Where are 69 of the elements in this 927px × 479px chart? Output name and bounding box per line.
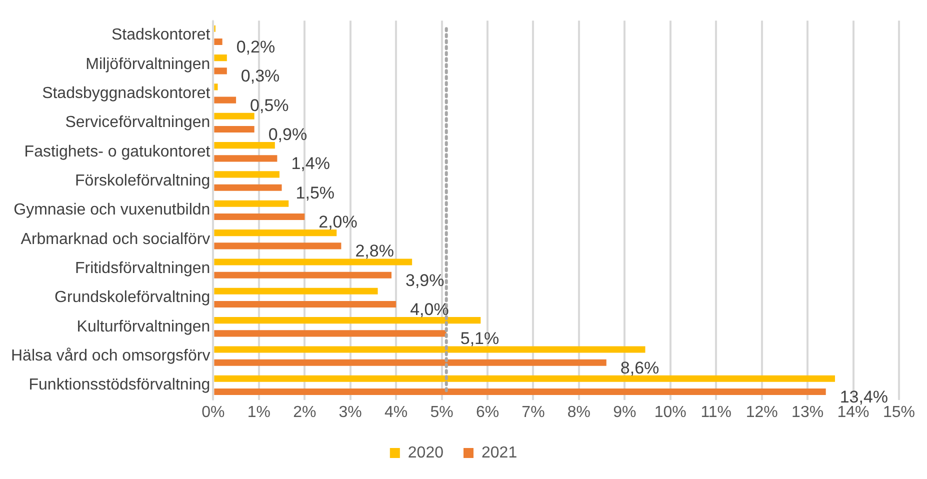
x-tick-label: 2% <box>293 404 316 421</box>
x-tick-label: 12% <box>746 404 778 421</box>
x-tick-label: 14% <box>837 404 870 421</box>
data-label: 13,4% <box>840 387 888 406</box>
y-tick-label: Hälsa vård och omsorgsförv <box>11 347 210 364</box>
y-tick-label: Grundskoleförvaltning <box>54 289 210 306</box>
bar <box>214 171 280 178</box>
y-tick-label: Fritidsförvaltningen <box>75 260 210 277</box>
bar <box>214 230 337 236</box>
bar <box>214 288 378 294</box>
bar <box>214 242 342 250</box>
bar <box>214 359 606 366</box>
bar <box>214 96 236 104</box>
y-tick-label: Fastighets- o gatukontoret <box>24 143 211 160</box>
bar <box>214 346 646 353</box>
bar <box>214 272 392 278</box>
legend-label: 2020 <box>408 444 444 462</box>
bar <box>214 300 396 308</box>
data-label: 2,0% <box>318 212 358 232</box>
bar <box>214 155 278 162</box>
bar <box>214 388 826 396</box>
y-tick-label: Funktionsstödsförvaltning <box>28 376 210 394</box>
data-label: 2,8% <box>355 242 394 261</box>
data-label: 5,1% <box>460 329 500 348</box>
bar <box>214 38 222 46</box>
data-label: 0,5% <box>250 96 289 115</box>
data-label: 1,4% <box>291 154 330 174</box>
x-tick-label: 6% <box>476 404 500 421</box>
bar <box>214 112 254 120</box>
bar <box>214 126 254 133</box>
x-tick-label: 13% <box>792 404 824 421</box>
data-label: 8,6% <box>620 358 660 378</box>
bar <box>214 375 835 382</box>
data-label: 3,9% <box>406 270 444 290</box>
bar <box>214 68 227 74</box>
bar <box>214 258 412 266</box>
y-tick-label: Arbmarknad och socialförv <box>20 230 210 248</box>
x-tick-label: 15% <box>882 404 916 421</box>
data-label: 4,0% <box>410 300 449 319</box>
x-tick-label: 1% <box>247 404 270 421</box>
bar <box>214 184 282 191</box>
legend-label: 2021 <box>482 444 518 462</box>
data-label: 0,9% <box>268 124 308 144</box>
x-tick-label: 3% <box>338 404 362 421</box>
x-tick-label: 10% <box>654 404 686 421</box>
x-tick-label: 5% <box>430 404 454 421</box>
x-tick-label: 4% <box>384 404 408 421</box>
data-label: 0,2% <box>236 37 276 56</box>
bar <box>214 200 289 207</box>
y-tick-label: Serviceförvaltningen <box>65 114 210 132</box>
x-tick-label: 8% <box>567 404 591 421</box>
y-tick-label: Förskoleförvaltning <box>75 172 210 190</box>
bar <box>214 84 218 90</box>
x-tick-label: 7% <box>522 404 545 421</box>
bar <box>214 213 305 220</box>
bar <box>214 142 275 149</box>
x-tick-label: 0% <box>202 404 225 421</box>
y-tick-label: Stadsbyggnadskontoret <box>42 84 211 102</box>
bar <box>214 317 481 324</box>
y-tick-label: Gymnasie och vuxenutbildn <box>14 202 210 219</box>
y-tick-label: Stadskontoret <box>111 26 211 44</box>
bar <box>214 54 227 62</box>
data-label: 1,5% <box>296 183 335 202</box>
data-label: 0,3% <box>240 66 280 86</box>
bar <box>214 330 446 337</box>
x-tick-label: 11% <box>700 404 732 421</box>
y-tick-label: Kulturförvaltningen <box>76 318 210 336</box>
y-tick-label: Miljöförvaltningen <box>86 56 210 73</box>
x-tick-label: 9% <box>613 404 636 421</box>
